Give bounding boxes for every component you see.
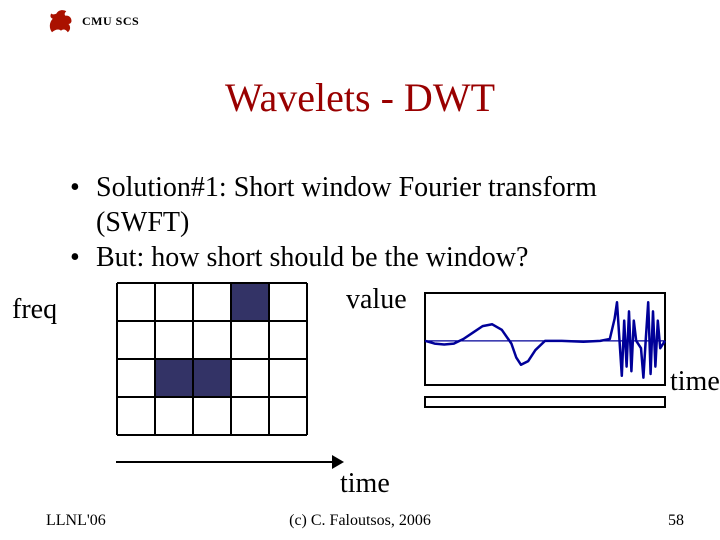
bullet-marker: •	[70, 240, 84, 275]
time-axis-arrow-icon	[332, 455, 344, 469]
slide-header: CMU SCS	[46, 6, 139, 36]
bullet-marker: •	[70, 170, 84, 240]
bullet-text: But: how short should be the window?	[96, 240, 528, 275]
slide-title: Wavelets - DWT	[0, 74, 720, 121]
footer-page-number: 58	[668, 512, 684, 530]
footer-center: (c) C. Faloutsos, 2006	[0, 512, 720, 530]
value-chart-label: value	[346, 284, 407, 316]
bullet-item: • But: how short should be the window?	[70, 240, 660, 275]
bullet-text: Solution#1: Short window Fourier transfo…	[96, 170, 660, 240]
freq-axis-label: freq	[12, 294, 57, 326]
time-axis-label: time	[340, 468, 390, 500]
value-time-label: time	[670, 366, 720, 398]
org-label: CMU SCS	[82, 14, 139, 29]
bullet-item: • Solution#1: Short window Fourier trans…	[70, 170, 660, 240]
value-line-chart	[424, 292, 666, 408]
bullet-list: • Solution#1: Short window Fourier trans…	[70, 170, 660, 275]
grid-heatmap	[116, 282, 308, 436]
dragon-icon	[46, 6, 76, 36]
time-axis-line	[116, 461, 334, 463]
